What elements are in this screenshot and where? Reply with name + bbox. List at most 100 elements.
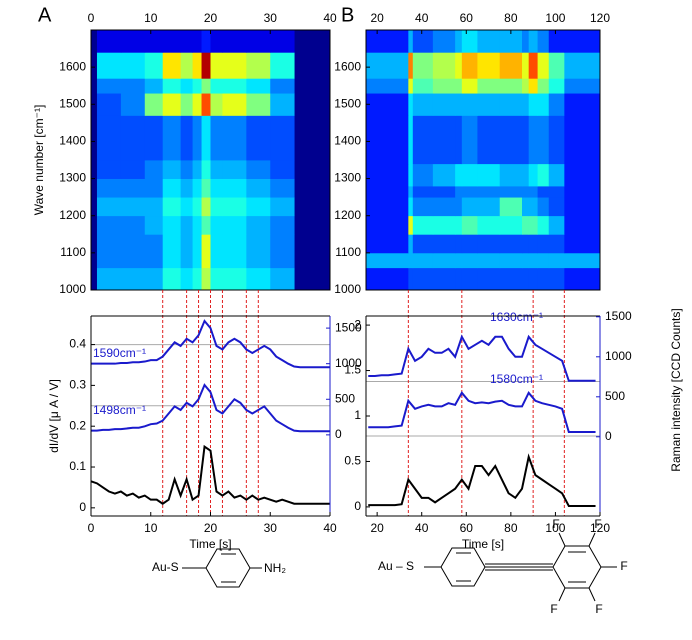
heatmap-cell	[548, 52, 565, 79]
heatmap-cell	[222, 115, 247, 161]
heatmap-cell	[477, 186, 501, 198]
heatmap-cell	[499, 52, 523, 79]
heatmap-cell	[144, 160, 164, 179]
y2-tick-label: 0	[335, 427, 342, 441]
heatmap-cell	[201, 30, 211, 53]
heatmap-cell	[222, 30, 247, 53]
heatmap-cell	[461, 52, 478, 79]
heatmap-cell	[270, 267, 295, 291]
heatmap-cell	[120, 30, 146, 53]
heatmap-cell	[455, 30, 463, 53]
heatmap-cell	[144, 78, 164, 94]
heatmap-cell	[408, 52, 414, 79]
y-tick-label: 1300	[334, 171, 361, 185]
heatmap-cell	[201, 52, 211, 79]
heatmap-cell	[408, 267, 414, 291]
heatmap-cell	[366, 78, 409, 94]
series-label: 1590cm⁻¹	[93, 346, 146, 360]
heatmap-cell	[528, 267, 538, 291]
x-tick-label: 40	[415, 11, 429, 25]
heatmap-cell	[455, 267, 463, 291]
heatmap-cell	[522, 78, 530, 94]
heatmap-cell	[180, 234, 193, 269]
heatmap-cell	[408, 163, 414, 187]
heatmap-cell	[528, 115, 538, 165]
heatmap-cell	[144, 178, 164, 198]
heatmap-cell	[210, 78, 223, 94]
y-tick-label: 1.5	[344, 363, 361, 377]
y2-tick-label: 0	[605, 429, 612, 443]
heatmap-cell	[461, 267, 478, 291]
heatmap-cell	[162, 267, 182, 291]
heatmap-cell	[408, 234, 414, 254]
heatmap-cell	[246, 215, 271, 235]
series-line	[368, 334, 596, 382]
heatmap-cell	[180, 30, 193, 53]
series-line	[91, 383, 330, 433]
y2-tick-label: 500	[605, 389, 625, 403]
heatmap-cell	[210, 234, 223, 269]
heatmap-cell	[222, 215, 247, 235]
heatmap-cell	[412, 252, 434, 269]
heatmap-cell	[144, 215, 164, 235]
heatmap-cell	[192, 197, 202, 217]
heatmap-cell	[96, 197, 122, 217]
x-tick-label: 20	[204, 11, 218, 25]
y-tick-label: 1200	[59, 208, 86, 222]
heatmap-cell	[412, 186, 434, 198]
heatmap-cell	[162, 234, 182, 269]
heatmap-cell	[537, 267, 550, 291]
heatmap-cell	[499, 215, 523, 235]
x-tick-label: 80	[504, 11, 518, 25]
y2-tick-label: 1500	[605, 309, 632, 323]
y-tick-label: 1400	[334, 134, 361, 148]
heatmap-cell	[270, 197, 295, 217]
y2-tick-label: 1000	[605, 349, 632, 363]
heatmap-cell	[499, 252, 523, 269]
heatmap-cell	[432, 197, 456, 217]
heatmap-cell	[246, 160, 271, 179]
heatmap-cell	[120, 115, 146, 161]
heatmap-cell	[408, 30, 414, 53]
heatmap-cell	[192, 160, 202, 179]
heatmap-cell	[432, 30, 456, 53]
heatmap-cell	[499, 267, 523, 291]
heatmap-cell	[408, 186, 414, 198]
heatmap-cell	[180, 160, 193, 179]
heatmap-cell	[499, 93, 523, 116]
heatmap-cell	[210, 267, 223, 291]
y-tick-label: 1600	[334, 59, 361, 73]
heatmap-cell	[366, 252, 409, 269]
y-tick-label: 1200	[334, 208, 361, 222]
heatmap-cell	[96, 93, 122, 116]
heatmap-cell	[162, 52, 182, 79]
heatmap-cell	[548, 163, 565, 187]
heatmap-cell	[461, 186, 478, 198]
heatmap-cell	[432, 163, 456, 187]
heatmap-cell	[522, 52, 530, 79]
y-tick-label: 1500	[334, 96, 361, 110]
heatmap-cell	[162, 178, 182, 198]
heatmap-cell	[412, 215, 434, 235]
x-tick-label: 30	[264, 521, 278, 535]
heatmap-cell	[522, 197, 530, 217]
x-tick-label: 40	[415, 521, 429, 535]
heatmap-cell	[201, 115, 211, 161]
heatmap-cell	[246, 52, 271, 79]
series-line	[90, 444, 330, 505]
heatmap-cell	[412, 234, 434, 254]
heatmap-cell	[461, 30, 478, 53]
heatmap-cell	[366, 115, 409, 165]
heatmap-cell	[537, 186, 550, 198]
heatmap-cell	[270, 160, 295, 179]
heatmap-cell	[455, 78, 463, 94]
heatmap-cell	[162, 78, 182, 94]
heatmap-cell	[120, 197, 146, 217]
heatmap-cell	[144, 234, 164, 269]
heatmap-cell	[455, 186, 463, 198]
heatmap-cell	[499, 234, 523, 254]
heatmap-cell	[366, 93, 409, 116]
y-tick-label: 0	[79, 500, 86, 514]
heatmap-cell	[528, 186, 538, 198]
